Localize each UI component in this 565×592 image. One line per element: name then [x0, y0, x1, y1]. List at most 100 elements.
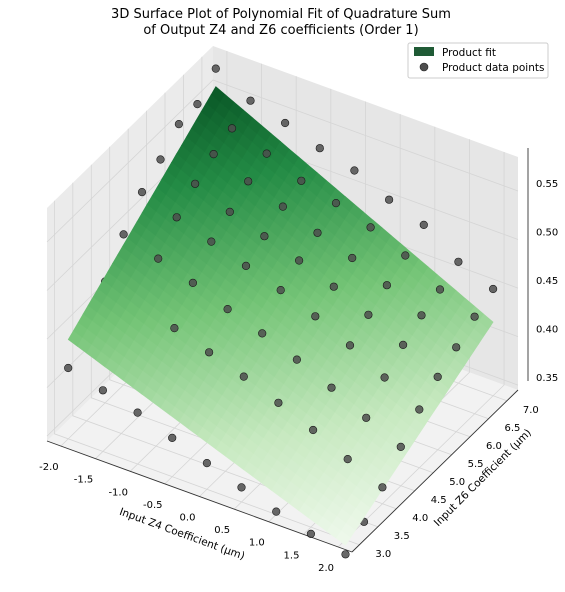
y-tick-label: 5.5	[468, 459, 484, 470]
data-point	[454, 257, 463, 266]
data-point	[315, 144, 324, 153]
y-tick-label: 4.0	[412, 513, 428, 524]
z-tick-label: 0.40	[536, 325, 558, 336]
data-point	[168, 433, 177, 443]
data-point	[380, 373, 389, 382]
data-point	[417, 311, 426, 320]
data-point	[237, 483, 246, 492]
y-tick-label: 6.0	[486, 441, 502, 452]
legend: Product fit Product data points	[407, 42, 549, 79]
data-point	[278, 202, 288, 211]
data-point	[98, 386, 107, 395]
data-point	[366, 223, 375, 232]
y-tick-label: 3.5	[394, 531, 410, 542]
y-tick-label: 4.5	[431, 495, 447, 506]
data-point	[227, 124, 237, 133]
data-point	[311, 312, 320, 321]
data-point	[225, 207, 234, 216]
data-point	[272, 507, 281, 516]
data-point	[419, 220, 428, 229]
data-point	[329, 282, 338, 291]
data-point	[489, 284, 498, 294]
data-point	[470, 312, 479, 321]
data-point	[364, 310, 373, 319]
data-point	[341, 550, 350, 559]
data-point	[433, 372, 442, 382]
data-point	[396, 442, 405, 452]
x-tick-label: -0.5	[143, 500, 163, 511]
surface-facet	[335, 530, 351, 546]
data-point	[306, 529, 316, 539]
data-point	[348, 253, 357, 263]
chart-title-line-1: 3D Surface Plot of Polynomial Fit of Qua…	[111, 7, 451, 22]
data-point	[207, 237, 216, 246]
data-point	[362, 413, 371, 422]
chart-title: 3D Surface Plot of Polynomial Fit of Qua…	[111, 7, 451, 38]
data-point	[154, 254, 163, 263]
data-point	[209, 150, 218, 159]
data-point	[345, 341, 355, 350]
x-tick-label: 1.5	[284, 550, 300, 561]
data-point	[172, 213, 181, 222]
data-point	[262, 149, 271, 158]
y-tick-label: 6.5	[505, 423, 521, 434]
x-axis-line	[46, 440, 353, 553]
legend-scatter-marker	[419, 62, 429, 72]
data-point	[239, 372, 248, 381]
data-point	[156, 155, 165, 164]
data-point	[343, 455, 352, 464]
data-point	[223, 305, 232, 314]
z-tick-label: 0.35	[536, 373, 558, 384]
x-tick-label: -1.0	[108, 487, 128, 498]
data-point	[452, 343, 461, 352]
fit-surface	[67, 86, 494, 546]
x-tick-label: 1.0	[249, 538, 265, 549]
data-point	[313, 228, 322, 237]
scatter-points-above	[119, 64, 498, 492]
data-point	[202, 459, 211, 468]
legend-label-surface: Product fit	[442, 47, 496, 59]
data-point	[241, 261, 251, 271]
data-point	[297, 176, 306, 185]
data-point	[191, 179, 200, 188]
data-point	[276, 286, 285, 295]
y-tick-label: 3.0	[375, 549, 391, 560]
data-point	[295, 256, 304, 265]
data-point	[401, 251, 410, 260]
tick-labels: -2.0 -1.5 -1.0 -0.5 0.0 0.5 1.0 1.5 2.0 3.03.54.0…	[39, 179, 558, 574]
x-tick-label: -2.0	[39, 462, 59, 473]
data-point	[350, 166, 359, 175]
data-point	[382, 281, 392, 290]
data-point	[244, 177, 253, 186]
data-point	[415, 405, 424, 414]
data-point	[133, 408, 142, 417]
data-point	[188, 278, 197, 288]
z-grid-line	[46, 79, 519, 243]
y-grid-line	[54, 200, 360, 546]
data-point	[260, 232, 269, 241]
data-point	[331, 199, 341, 208]
x-grid-line	[337, 152, 505, 548]
data-point	[170, 324, 179, 333]
z-tick-label: 0.55	[536, 179, 558, 190]
data-point	[137, 188, 147, 197]
data-point	[246, 96, 255, 105]
chart-title-line-2: of Output Z4 and Z6 coefficients (Order …	[143, 23, 418, 38]
x-tick-label: 2.0	[318, 563, 334, 574]
data-point	[258, 329, 267, 338]
data-point	[119, 230, 128, 239]
data-point	[205, 348, 214, 357]
legend-surface-swatch	[414, 47, 434, 56]
data-point	[292, 355, 302, 364]
z-tick-label: 0.45	[536, 276, 558, 287]
data-point	[193, 99, 202, 109]
legend-box	[407, 42, 549, 79]
data-point	[385, 195, 394, 204]
z-tick-label: 0.50	[536, 228, 558, 239]
data-point	[378, 483, 387, 492]
x-tick-label: 0.0	[180, 513, 196, 524]
legend-label-scatter: Product data points	[442, 62, 544, 74]
y-axis-line	[351, 389, 519, 553]
data-point	[435, 285, 445, 294]
